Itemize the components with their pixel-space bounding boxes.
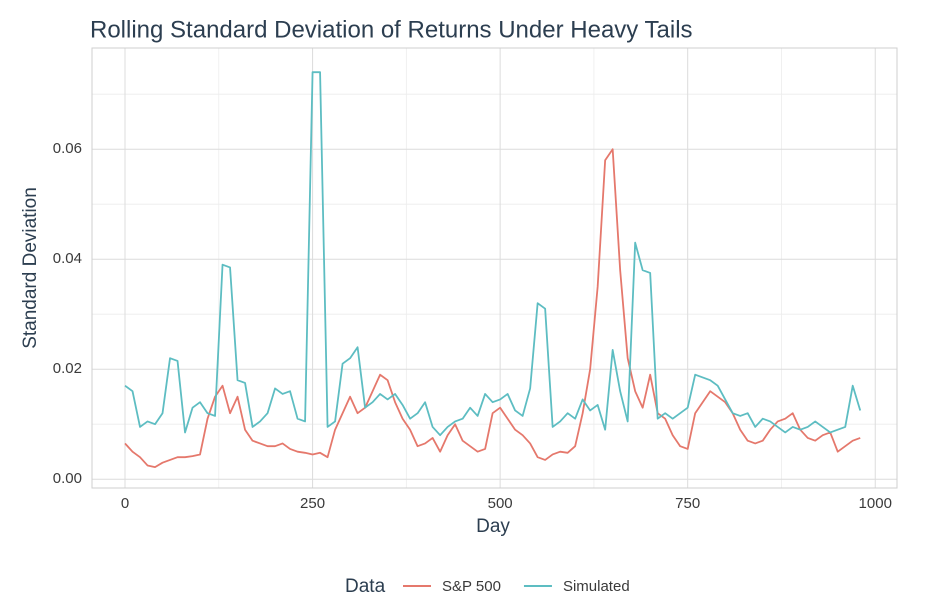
x-tick-label: 250 <box>300 495 325 512</box>
plot-border <box>91 47 898 489</box>
series-line <box>124 148 861 468</box>
y-axis-title: Standard Deviation <box>20 187 41 349</box>
series-line <box>124 71 862 437</box>
x-tick-label: 500 <box>488 495 513 512</box>
legend-label: Simulated <box>563 578 630 595</box>
x-axis-title: Day <box>476 516 510 537</box>
legend-label: S&P 500 <box>442 578 501 595</box>
y-tick-label: 0.00 <box>53 470 82 487</box>
x-tick-label: 750 <box>675 495 700 512</box>
y-tick-label: 0.06 <box>53 140 82 157</box>
y-tick-label: 0.04 <box>53 250 82 267</box>
legend-title: Data <box>345 576 386 597</box>
chart-title: Rolling Standard Deviation of Returns Un… <box>90 16 693 43</box>
x-tick-label: 1000 <box>859 495 892 512</box>
y-tick-label: 0.02 <box>53 360 82 377</box>
x-tick-label: 0 <box>121 495 129 512</box>
